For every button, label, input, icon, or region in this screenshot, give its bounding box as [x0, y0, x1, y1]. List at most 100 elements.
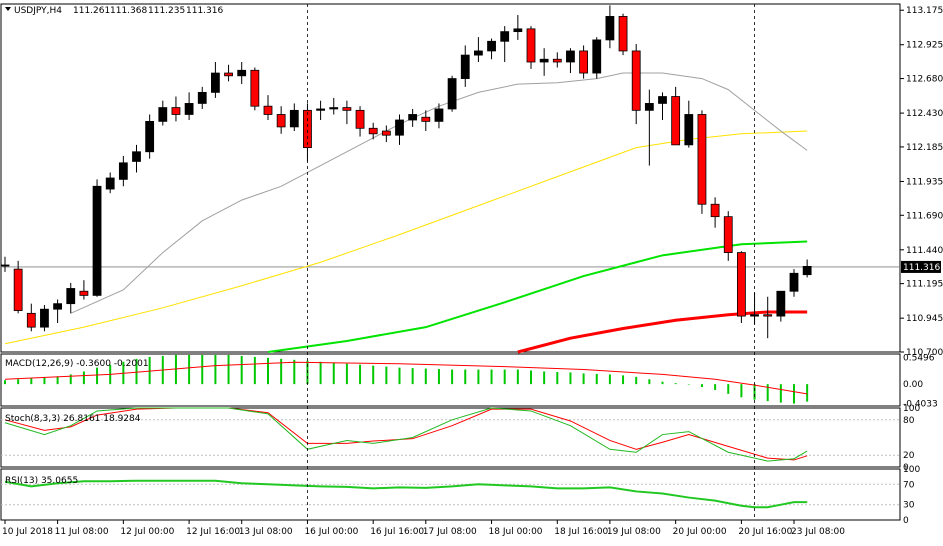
candle-body: [303, 109, 312, 149]
time-tick-label: 23 Jul 08:00: [791, 527, 845, 537]
time-tick-label: 10 Jul 2018: [2, 527, 53, 537]
rsi-panel-frame: [0, 468, 901, 521]
candle: [132, 144, 141, 173]
stoch-k-line: [4, 407, 808, 462]
candle-body: [13, 268, 23, 311]
price-axis: 113.175 112.925 112.680 112.430 112.185 111.9…: [1, 6, 943, 358]
candle: [605, 5, 615, 49]
candle-body: [26, 312, 36, 328]
candle-body: [487, 40, 496, 52]
candle: [210, 62, 220, 98]
stoch-d-line: [4, 407, 808, 461]
macd-tick-label: 0.5496: [903, 353, 935, 363]
candle-body: [105, 177, 115, 190]
candle-body: [184, 103, 194, 115]
candle: [53, 299, 62, 323]
candle: [447, 75, 457, 112]
candle-body: [145, 120, 155, 153]
candle-body: [723, 216, 733, 253]
candle: [526, 26, 536, 69]
candle: [592, 37, 602, 79]
stoch-tick-label: 20: [903, 451, 915, 461]
candle: [789, 269, 799, 297]
candle: [263, 95, 273, 120]
stoch-tick-label: 80: [903, 416, 915, 426]
price-tick-label: 113.175: [906, 6, 943, 16]
price-tick-label: 111.690: [906, 211, 943, 221]
candle-body: [631, 50, 641, 111]
candle: [684, 100, 694, 148]
candle: [79, 280, 89, 300]
rsi-tick-label: 30: [903, 501, 915, 511]
candle-body: [605, 16, 615, 41]
stoch-tick-label: 0: [903, 463, 909, 473]
candle: [92, 179, 102, 297]
candle-body: [395, 119, 404, 136]
candle: [802, 259, 812, 278]
macd-tick-label: -0.4033: [903, 400, 938, 410]
candle-body: [355, 109, 365, 129]
candle: [697, 110, 707, 214]
macd-panel-frame: [0, 353, 901, 407]
candle: [408, 108, 418, 127]
price-panel-frame: [0, 3, 901, 353]
candle: [145, 114, 155, 159]
rsi-title: RSI(13) 35.0655: [5, 476, 78, 486]
candle: [618, 13, 628, 56]
candle-body: [789, 272, 799, 292]
dropdown-triangle-icon[interactable]: [5, 7, 11, 11]
time-tick-label: 16 Jul 16:00: [370, 527, 424, 537]
chart-frames: [0, 3, 901, 521]
candle-body: [671, 96, 681, 146]
candle-body: [684, 114, 694, 146]
time-tick-label: 12 Jul 00:00: [120, 527, 174, 537]
period-separators: [307, 4, 755, 520]
candle: [0, 256, 10, 272]
candle: [224, 64, 233, 82]
candle-body: [197, 91, 207, 104]
rsi-panel: 100 70 30 0: [1, 465, 920, 526]
candle: [579, 45, 588, 79]
candle: [500, 26, 510, 62]
candle: [316, 100, 326, 120]
moving-average-line: [70, 72, 808, 314]
time-tick-label: 16 Jul 00:00: [304, 527, 358, 537]
candle: [342, 100, 352, 125]
candle-body: [447, 78, 457, 110]
price-tick-label: 112.680: [906, 75, 943, 85]
candle-body: [171, 107, 181, 115]
candle-body: [710, 203, 720, 218]
candle-body: [342, 107, 352, 111]
candle: [197, 86, 207, 109]
candle: [26, 303, 36, 332]
time-tick-label: 20 Jul 00:00: [673, 527, 727, 537]
time-tick-label: 18 Jul 16:00: [554, 527, 608, 537]
candle-body: [368, 127, 378, 135]
candle-body: [237, 69, 247, 77]
candle: [460, 45, 470, 87]
candle: [487, 38, 496, 60]
price-tick-label: 110.945: [906, 314, 943, 324]
candle-body: [513, 28, 523, 33]
ohlc-close: 111.316: [186, 6, 223, 16]
time-tick-label: 12 Jul 16:00: [186, 527, 240, 537]
candle: [434, 103, 444, 129]
candle-body: [40, 308, 49, 328]
candle: [552, 52, 562, 68]
candle: [473, 37, 483, 62]
candle-body: [500, 31, 510, 42]
macd-signal-line: [4, 361, 808, 395]
time-axis: 10 Jul 2018 11 Jul 08:00 12 Jul 00:00 12 Ju…: [2, 520, 845, 537]
candle-body: [158, 107, 168, 122]
current-price-box: [901, 260, 941, 273]
price-tick-label: 111.440: [906, 246, 943, 256]
candle-body: [579, 50, 588, 74]
candle-body: [644, 103, 654, 111]
price-tick-label: 112.430: [906, 109, 943, 119]
candle-body: [408, 114, 418, 121]
candle-body: [132, 151, 141, 162]
time-tick-label: 19 Jul 08:00: [607, 527, 661, 537]
candle-body: [0, 264, 10, 267]
candle-body: [224, 72, 233, 77]
